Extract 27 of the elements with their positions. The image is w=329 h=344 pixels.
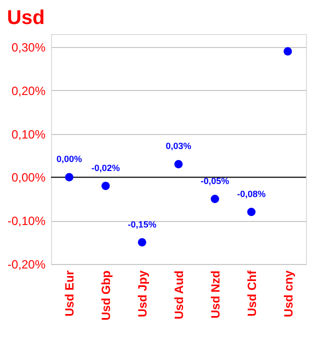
point (284, 47, 292, 56)
y-tick-label: 0,10% (11, 127, 46, 142)
data-label: -0,02% (91, 162, 120, 173)
x-tick-label: Usd Gbp (99, 270, 114, 320)
point (65, 173, 74, 182)
data-label: 0,03% (166, 141, 192, 152)
x-tick-label: Usd cny (281, 270, 296, 318)
x-tick-label: Usd Jpy (136, 270, 150, 318)
x-tick-label: Usd Aud (172, 270, 186, 320)
point (210, 194, 220, 204)
point (174, 160, 183, 168)
data-label: -0,05% (200, 176, 230, 186)
data-label: -0,15% (128, 219, 156, 230)
y-tick-label: 0,30% (11, 40, 46, 55)
y-tick-label: 0,20% (11, 84, 46, 98)
x-tick-label: Usd Chf (244, 270, 259, 316)
y-tick-label: -0,10% (7, 214, 46, 228)
x-tick-label: Usd Eur (62, 270, 77, 317)
chart-title: Usd (6, 7, 45, 29)
data-label: -0,08% (237, 188, 266, 199)
y-tick-label: -0,20% (7, 258, 46, 272)
point (138, 238, 146, 246)
data-label: 0,00% (56, 154, 82, 164)
x-tick-label: Usd Nzd (208, 270, 222, 318)
point (247, 208, 256, 216)
point (101, 182, 110, 190)
y-tick-label: 0,00% (11, 170, 46, 185)
